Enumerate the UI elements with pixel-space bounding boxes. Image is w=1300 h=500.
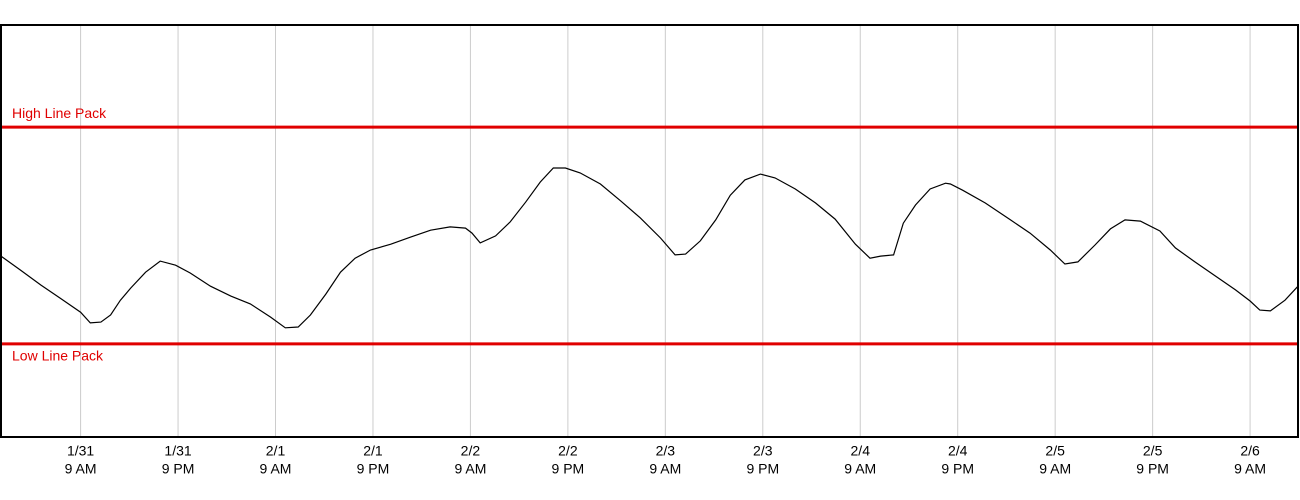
x-tick-date: 2/6 [1240,443,1260,459]
x-tick-date: 2/4 [948,443,968,459]
data-line [0,167,1299,329]
x-tick-date: 2/5 [1143,443,1163,459]
x-tick-time: 9 AM [649,461,681,477]
x-tick-date: 2/4 [851,443,871,459]
x-tick-time: 9 AM [1234,461,1266,477]
x-tick-time: 9 PM [552,461,585,477]
x-tick-time: 9 AM [844,461,876,477]
x-tick-time: 9 AM [454,461,486,477]
x-tick-date: 1/31 [67,443,94,459]
plot-frame [0,24,1299,438]
x-tick-date: 2/2 [558,443,578,459]
reference-label: High Line Pack [12,105,107,121]
x-tick-date: 2/1 [266,443,286,459]
x-tick-time: 9 AM [65,461,97,477]
x-tick-time: 9 AM [1039,461,1071,477]
x-tick-time: 9 PM [746,461,779,477]
reference-label: Low Line Pack [12,348,104,364]
x-tick-time: 9 PM [941,461,974,477]
x-tick-date: 2/3 [656,443,676,459]
x-tick-time: 9 PM [1136,461,1169,477]
x-tick-date: 2/2 [461,443,481,459]
x-tick-time: 9 PM [357,461,390,477]
x-tick-time: 9 PM [162,461,195,477]
x-tick-date: 1/31 [164,443,191,459]
x-tick-date: 2/3 [753,443,773,459]
x-tick-date: 2/1 [363,443,383,459]
x-tick-date: 2/5 [1045,443,1065,459]
x-tick-time: 9 AM [260,461,292,477]
